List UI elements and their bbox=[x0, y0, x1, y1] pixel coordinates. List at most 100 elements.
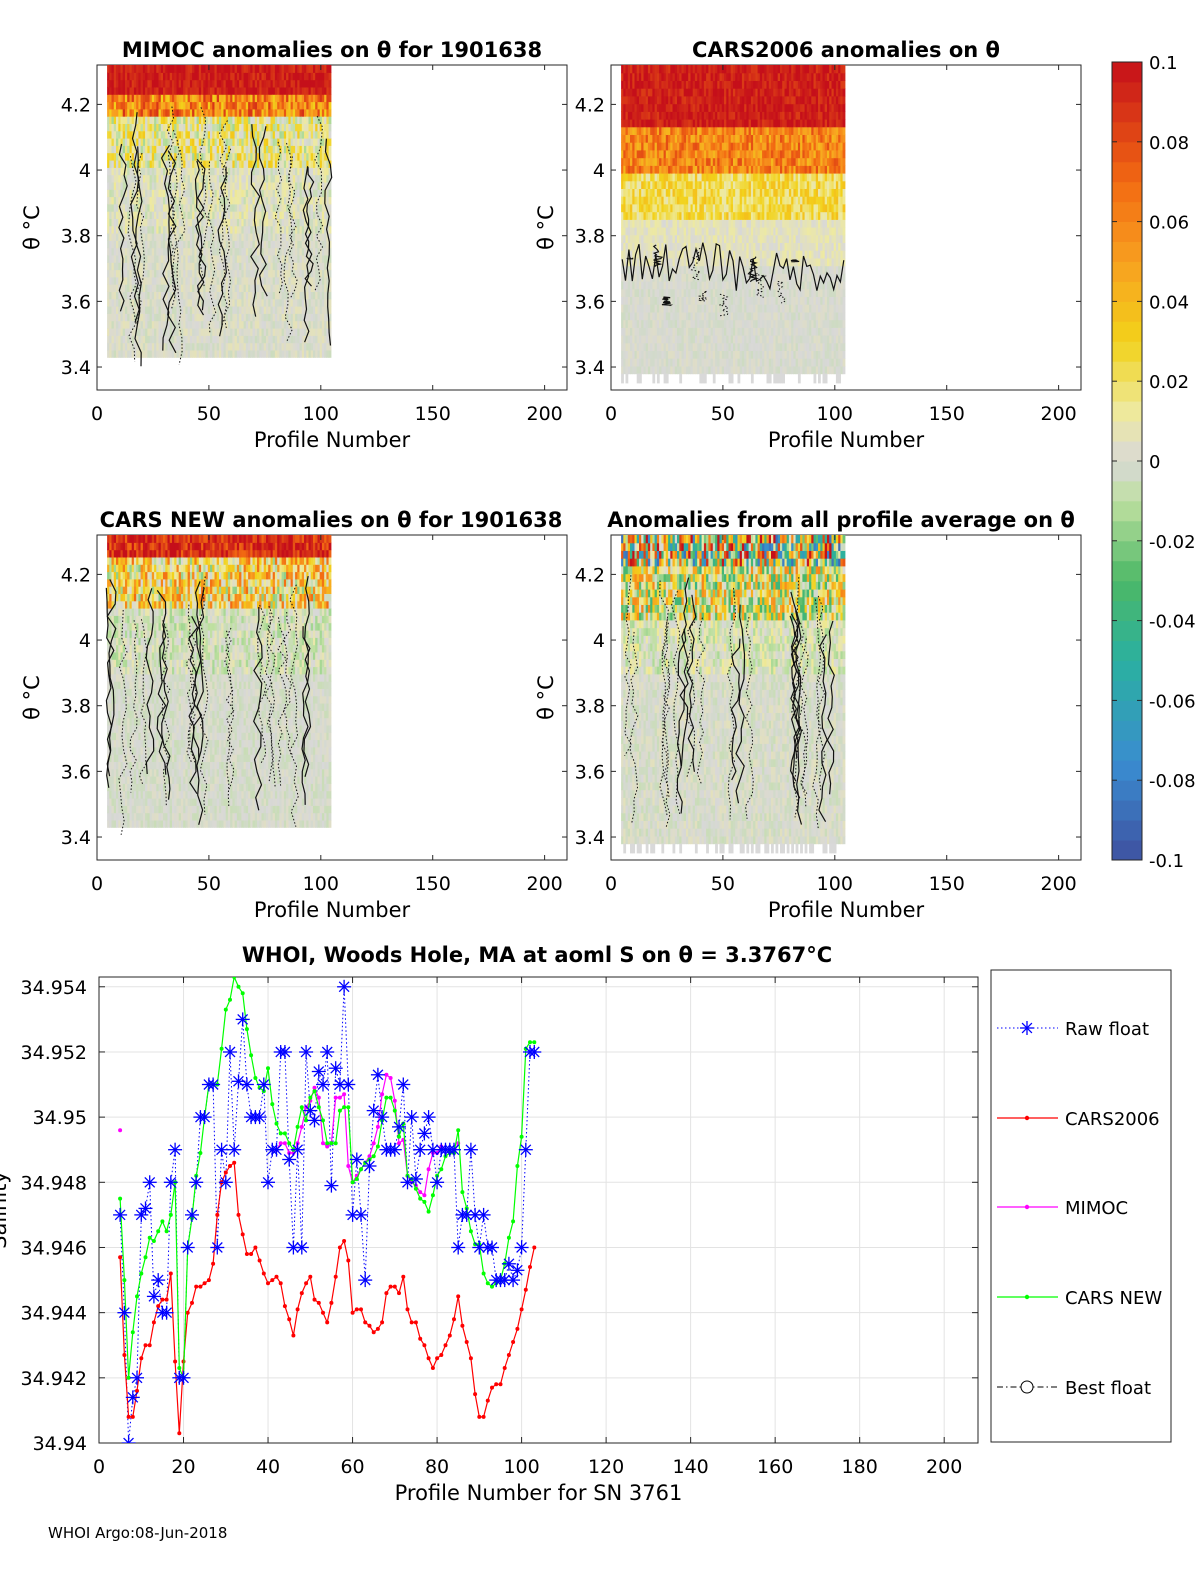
data-point bbox=[236, 984, 241, 989]
data-point bbox=[135, 1388, 139, 1393]
data-point bbox=[299, 1124, 304, 1129]
legend-item: Raw float bbox=[997, 1019, 1149, 1040]
data-point bbox=[316, 1105, 321, 1110]
y-tick-label: 3.4 bbox=[575, 357, 605, 379]
legend-marker bbox=[1024, 1115, 1030, 1121]
y-tick-label: 4.2 bbox=[61, 94, 91, 116]
data-point bbox=[388, 1076, 393, 1080]
x-tick-label: 200 bbox=[1040, 873, 1076, 895]
data-point bbox=[498, 1382, 503, 1387]
data-point bbox=[481, 1271, 486, 1276]
x-tick-label: 40 bbox=[256, 1456, 280, 1478]
anomaly-panel-4: 0 50 100 150 200 3.4 3.6 3.8 4 4.2 Profile Number θ… bbox=[534, 508, 1082, 922]
data-point bbox=[401, 1274, 406, 1279]
raw-float-point bbox=[113, 1207, 128, 1222]
raw-float-point bbox=[324, 1178, 339, 1193]
data-point bbox=[384, 1095, 389, 1100]
data-point bbox=[240, 1232, 245, 1237]
data-point bbox=[468, 1229, 473, 1234]
data-point bbox=[278, 1281, 283, 1286]
data-point bbox=[422, 1343, 427, 1348]
y-tick-label: 4 bbox=[593, 160, 605, 182]
data-point bbox=[282, 1141, 287, 1146]
data-point bbox=[228, 997, 232, 1002]
data-point bbox=[375, 1124, 380, 1129]
y-tick-label: 34.95 bbox=[33, 1107, 87, 1129]
raw-float-point bbox=[197, 1110, 212, 1125]
y-tick-label: 34.954 bbox=[21, 977, 87, 999]
raw-float-point bbox=[168, 1142, 183, 1157]
colorbar-tick-label: 0.08 bbox=[1149, 133, 1189, 154]
data-point bbox=[388, 1284, 393, 1289]
data-point bbox=[299, 1105, 304, 1110]
data-point bbox=[198, 1151, 203, 1155]
raw-float-point bbox=[218, 1175, 233, 1190]
data-point bbox=[477, 1414, 482, 1419]
data-point bbox=[392, 1098, 397, 1103]
legend-item: MIMOC bbox=[997, 1198, 1128, 1219]
data-point bbox=[139, 1356, 144, 1361]
data-point bbox=[506, 1235, 511, 1240]
data-point bbox=[359, 1167, 363, 1172]
raw-float-point bbox=[341, 1077, 356, 1092]
data-point bbox=[375, 1326, 380, 1331]
data-point bbox=[418, 1190, 423, 1195]
data-point bbox=[405, 1307, 410, 1312]
raw-float-point bbox=[404, 1110, 419, 1125]
x-tick-label: 100 bbox=[817, 403, 853, 425]
data-point bbox=[211, 1261, 216, 1266]
data-point bbox=[342, 1092, 347, 1097]
data-point bbox=[456, 1128, 461, 1133]
y-tick-label: 4 bbox=[79, 160, 91, 182]
data-point bbox=[118, 1128, 123, 1133]
x-tick-label: 140 bbox=[673, 1456, 709, 1478]
data-point bbox=[156, 1229, 161, 1234]
colorbar-tick-label: 0 bbox=[1149, 452, 1160, 473]
legend-box bbox=[990, 969, 1172, 1443]
y-axis-label: θ °C bbox=[534, 205, 558, 250]
data-point bbox=[257, 1085, 262, 1090]
raw-float-point bbox=[362, 1159, 377, 1173]
raw-float-point bbox=[125, 1390, 140, 1405]
data-point bbox=[321, 1141, 325, 1146]
raw-float-point bbox=[332, 1077, 347, 1092]
panel-title: CARS2006 anomalies on θ bbox=[692, 38, 1000, 62]
data-point bbox=[253, 1245, 258, 1250]
data-point bbox=[473, 1242, 478, 1247]
heatmap-cells bbox=[107, 65, 332, 358]
x-tick-label: 0 bbox=[93, 1456, 105, 1478]
panel-title: MIMOC anomalies on θ for 1901638 bbox=[122, 38, 542, 62]
data-point bbox=[490, 1385, 494, 1390]
data-point bbox=[342, 1105, 347, 1110]
data-point bbox=[397, 1291, 401, 1296]
raw-float-point bbox=[261, 1175, 275, 1190]
y-tick-label: 4.2 bbox=[61, 564, 91, 586]
data-point bbox=[321, 1118, 325, 1123]
data-point bbox=[413, 1186, 418, 1191]
contour-lines bbox=[621, 242, 845, 317]
legend-item: Best float bbox=[997, 1378, 1151, 1399]
raw-float-point bbox=[459, 1207, 474, 1222]
data-point bbox=[304, 1281, 309, 1286]
heatmap-cells bbox=[621, 535, 846, 854]
colorbar-tick-label: 0.02 bbox=[1149, 372, 1189, 393]
raw-float-point bbox=[485, 1240, 499, 1255]
data-point bbox=[143, 1343, 148, 1348]
data-point bbox=[126, 1375, 131, 1380]
data-point bbox=[532, 1040, 537, 1045]
data-point bbox=[206, 1278, 211, 1283]
raw-float-point bbox=[417, 1126, 432, 1141]
raw-float-point bbox=[337, 979, 352, 994]
data-point bbox=[312, 1297, 317, 1302]
legend-label: MIMOC bbox=[1065, 1198, 1128, 1219]
colorbar-tick-label: -0.08 bbox=[1149, 771, 1196, 792]
heatmap-cells bbox=[621, 65, 846, 384]
x-axis-label: Profile Number bbox=[768, 428, 925, 452]
x-axis-label: Profile Number bbox=[768, 898, 925, 922]
data-point bbox=[299, 1291, 304, 1296]
data-point bbox=[316, 1095, 321, 1100]
data-point bbox=[228, 1164, 232, 1168]
data-point bbox=[287, 1317, 292, 1322]
data-point bbox=[418, 1196, 423, 1201]
